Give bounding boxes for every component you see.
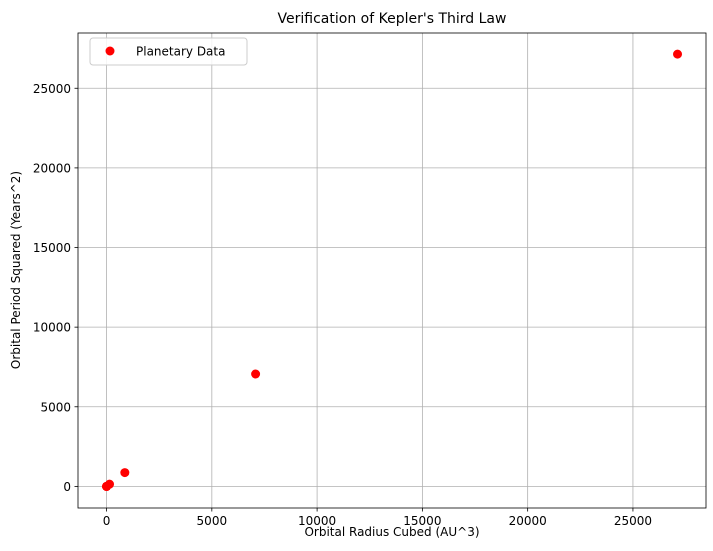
y-tick-label: 25000 bbox=[33, 82, 71, 96]
y-tick-label: 20000 bbox=[33, 161, 71, 175]
legend-marker bbox=[105, 46, 115, 56]
plot-frame bbox=[77, 32, 707, 509]
legend-box bbox=[89, 37, 248, 66]
data-points bbox=[102, 49, 683, 491]
x-tick-label: 10000 bbox=[298, 514, 336, 528]
data-point bbox=[105, 479, 115, 489]
x-tick-label: 0 bbox=[103, 514, 111, 528]
y-tick-label: 5000 bbox=[40, 400, 71, 414]
y-tick-label: 10000 bbox=[33, 321, 71, 335]
y-tick-label: 15000 bbox=[33, 241, 71, 255]
x-tick-label: 5000 bbox=[197, 514, 228, 528]
x-tick-label: 15000 bbox=[403, 514, 441, 528]
x-tick-label: 25000 bbox=[614, 514, 652, 528]
x-axis-ticks: 0 5000 10000 15000 20000 25000 bbox=[103, 508, 652, 528]
data-point bbox=[251, 369, 261, 379]
y-axis-ticks: 0 5000 10000 15000 20000 25000 bbox=[33, 82, 78, 494]
data-point bbox=[673, 49, 683, 59]
chart-title: Verification of Kepler's Third Law bbox=[278, 11, 507, 27]
x-tick-label: 20000 bbox=[509, 514, 547, 528]
grid-lines bbox=[78, 33, 706, 508]
legend-entry-label: Planetary Data bbox=[136, 45, 225, 59]
y-axis-label: Orbital Period Squared (Years^2) bbox=[9, 171, 23, 369]
data-point bbox=[120, 468, 130, 478]
legend: Planetary Data bbox=[89, 37, 248, 66]
x-axis-label: Orbital Radius Cubed (AU^3) bbox=[304, 525, 479, 539]
y-tick-label: 0 bbox=[63, 480, 71, 494]
